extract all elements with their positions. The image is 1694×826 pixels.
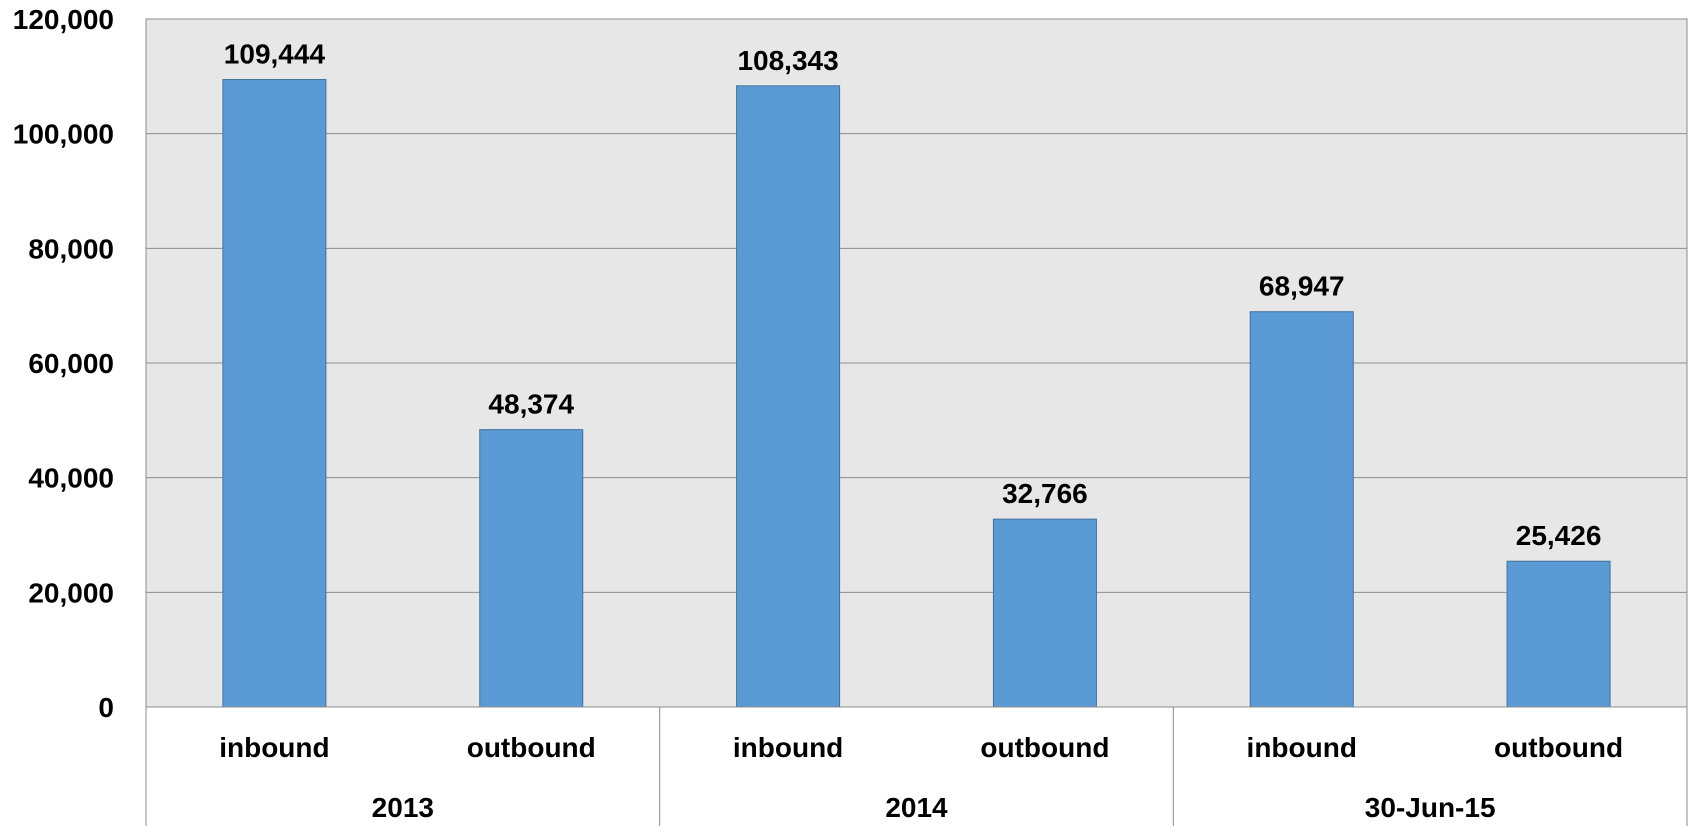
y-tick-label: 60,000	[28, 348, 114, 379]
data-label: 68,947	[1259, 271, 1345, 302]
data-label: 48,374	[488, 389, 574, 420]
x-category-label: inbound	[733, 732, 843, 763]
bar	[479, 429, 584, 708]
y-tick-label: 0	[98, 692, 114, 723]
x-category-label: inbound	[1247, 732, 1357, 763]
data-label: 108,343	[737, 45, 838, 76]
y-tick-label: 40,000	[28, 463, 114, 494]
bar	[222, 79, 327, 708]
x-group-label: 2013	[372, 792, 434, 823]
data-labels: 109,444 48,374 108,343 32,766 68,947 25,426	[224, 39, 1602, 552]
y-axis: 0 20,000 40,000 60,000 80,000 100,000 120,000	[13, 4, 114, 723]
data-label: 25,426	[1516, 520, 1602, 551]
x-category-label: outbound	[980, 732, 1109, 763]
x-group-label: 30-Jun-15	[1365, 792, 1496, 823]
bars	[222, 79, 1611, 708]
x-group-label: 2014	[885, 792, 948, 823]
x-axis: inbound outbound 2013 inbound outbound 2014 in…	[145, 706, 1688, 826]
bar	[1249, 311, 1354, 708]
y-tick-label: 20,000	[28, 577, 114, 608]
y-tick-label: 120,000	[13, 4, 114, 35]
x-category-label: outbound	[1494, 732, 1623, 763]
x-category-label: inbound	[219, 732, 329, 763]
data-label: 109,444	[224, 39, 326, 70]
y-tick-label: 100,000	[13, 119, 114, 150]
y-tick-label: 80,000	[28, 233, 114, 264]
x-category-label: outbound	[467, 732, 596, 763]
bar	[736, 85, 841, 708]
bar	[992, 518, 1097, 708]
bar	[1506, 560, 1611, 708]
data-label: 32,766	[1002, 478, 1088, 509]
